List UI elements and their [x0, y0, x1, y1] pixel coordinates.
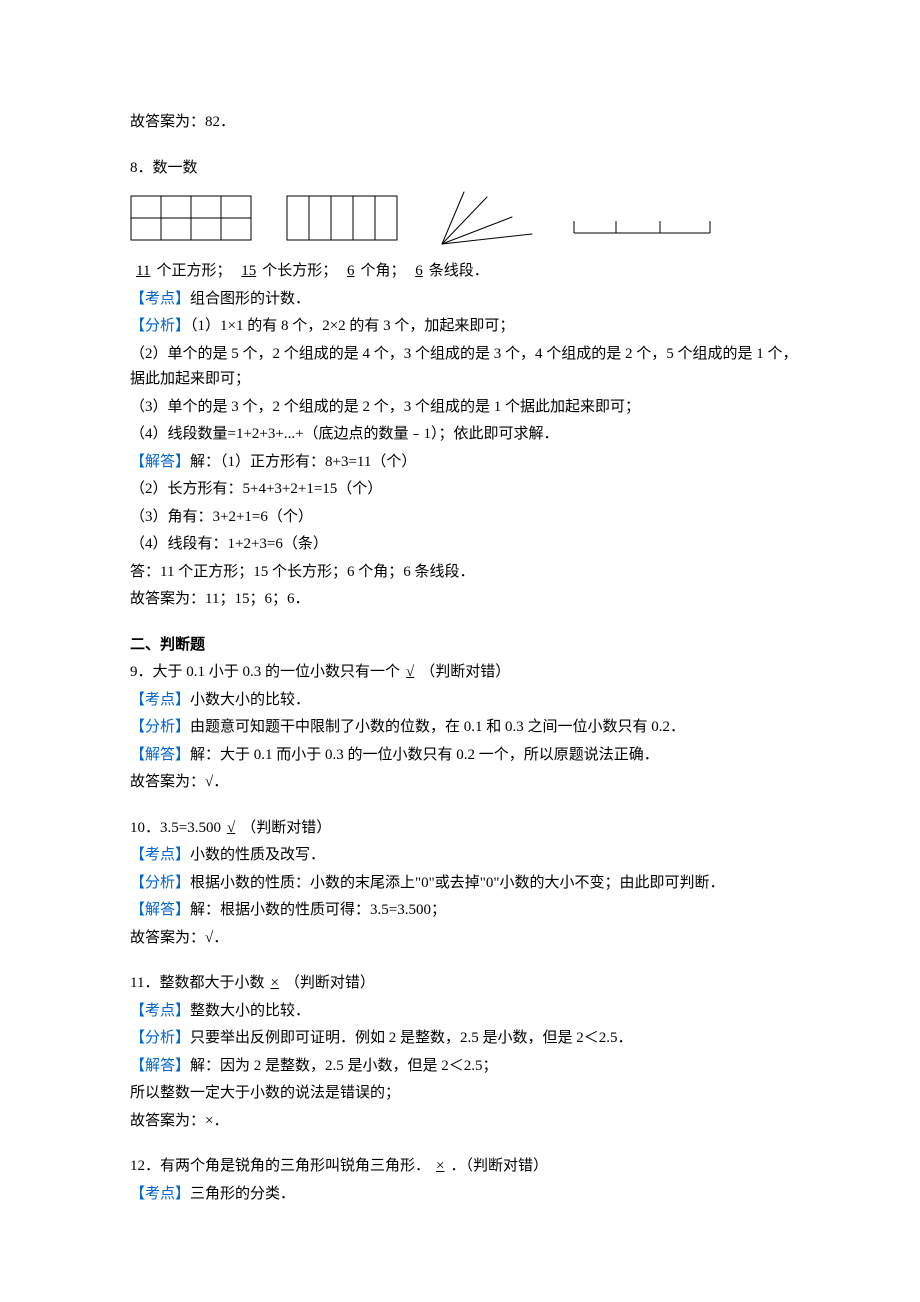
q9-jieda1: 解：大于 0.1 而小于 0.3 的一位小数只有 0.2 一个，所以原题说法正确…	[190, 747, 659, 763]
q10-kaodian-row: 【考点】小数的性质及改写．	[130, 843, 800, 869]
kaodian-label: 【考点】	[130, 1003, 190, 1019]
q9-fenxi-row: 【分析】由题意可知题干中限制了小数的位数，在 0.1 和 0.3 之间一位小数只…	[130, 715, 800, 741]
q11-kaodian-row: 【考点】整数大小的比较．	[130, 999, 800, 1025]
q8-fenxi4: （4）线段数量=1+2+3+...+（底边点的数量﹣1）；依此即可求解．	[130, 422, 800, 448]
figure-numberline	[572, 193, 712, 245]
q8-figures	[130, 189, 800, 249]
q10-fenxi-row: 【分析】根据小数的性质：小数的末尾添上"0"或去掉"0"小数的大小不变；由此即可…	[130, 871, 800, 897]
q11-fenxi: 只要举出反例即可证明．例如 2 是整数，2.5 是小数，但是 2＜2.5．	[190, 1030, 633, 1046]
q8-t2: 个长方形；	[262, 263, 337, 279]
q10-kaodian: 小数的性质及改写．	[190, 847, 325, 863]
q10-stem-b: （判断对错）	[241, 820, 331, 836]
q8-ans-3: 6	[341, 263, 361, 279]
kaodian-label: 【考点】	[130, 692, 190, 708]
q11-jieda-row: 【解答】解：因为 2 是整数，2.5 是小数，但是 2＜2.5；	[130, 1054, 800, 1080]
q8-ans-1: 11	[130, 263, 156, 279]
figure-grid-4x2	[130, 193, 256, 245]
q8-kaodian-row: 【考点】组合图形的计数．	[130, 287, 800, 313]
q9-stem: 9．大于 0.1 小于 0.3 的一位小数只有一个√（判断对错）	[130, 660, 800, 686]
q12-kaodian: 三角形的分类．	[190, 1186, 295, 1202]
q11-stem-b: （判断对错）	[285, 975, 375, 991]
jieda-label: 【解答】	[130, 747, 190, 763]
q10-jieda2: 故答案为：√．	[130, 926, 800, 952]
q8-jieda2: （3）角有：3+2+1=6（个）	[130, 505, 800, 531]
q10-stem: 10．3.5=3.500√（判断对错）	[130, 816, 800, 842]
q8-jieda0: 解：（1）正方形有：8+3=11（个）	[190, 454, 416, 470]
q8-kaodian: 组合图形的计数．	[190, 291, 310, 307]
q10-ans: √	[221, 820, 241, 836]
q8-fenxi1: （1）1×1 的有 8 个，2×2 的有 3 个，加起来即可；	[190, 318, 514, 334]
q10-jieda-row: 【解答】解：根据小数的性质可得：3.5=3.500；	[130, 898, 800, 924]
q8-fenxi-row: 【分析】（1）1×1 的有 8 个，2×2 的有 3 个，加起来即可；	[130, 314, 800, 340]
q10-jieda1: 解：根据小数的性质可得：3.5=3.500；	[190, 902, 446, 918]
q8-jieda3: （4）线段有：1+2+3=6（条）	[130, 532, 800, 558]
q10-fenxi: 根据小数的性质：小数的末尾添上"0"或去掉"0"小数的大小不变；由此即可判断．	[190, 875, 725, 891]
q9-ans: √	[400, 664, 420, 680]
q9-jieda2: 故答案为：√．	[130, 770, 800, 796]
q8-jieda5: 故答案为：11；15；6；6．	[130, 587, 800, 613]
q11-jieda3: 故答案为：×．	[130, 1109, 800, 1135]
q8-jieda4: 答：11 个正方形；15 个长方形；6 个角；6 条线段．	[130, 560, 800, 586]
q8-t4: 条线段．	[429, 263, 489, 279]
q12-kaodian-row: 【考点】三角形的分类．	[130, 1182, 800, 1208]
q9-stem-b: （判断对错）	[420, 664, 510, 680]
q11-stem-a: 11．整数都大于小数	[130, 975, 264, 991]
jieda-label: 【解答】	[130, 902, 190, 918]
kaodian-label: 【考点】	[130, 847, 190, 863]
fenxi-label: 【分析】	[130, 318, 190, 334]
figure-grid-5x1	[286, 193, 402, 245]
figure-angles	[432, 189, 542, 249]
q8-jieda-row: 【解答】解：（1）正方形有：8+3=11（个）	[130, 450, 800, 476]
jieda-label: 【解答】	[130, 1058, 190, 1074]
q9-kaodian: 小数大小的比较．	[190, 692, 310, 708]
kaodian-label: 【考点】	[130, 291, 190, 307]
q9-fenxi: 由题意可知题干中限制了小数的位数，在 0.1 和 0.3 之间一位小数只有 0.…	[190, 719, 685, 735]
q11-fenxi-row: 【分析】只要举出反例即可证明．例如 2 是整数，2.5 是小数，但是 2＜2.5…	[130, 1026, 800, 1052]
q8-blanks: 11个正方形； 15个长方形； 6个角； 6条线段．	[130, 259, 800, 285]
q8-t1: 个正方形；	[156, 263, 231, 279]
q10-stem-a: 10．3.5=3.500	[130, 820, 221, 836]
fenxi-label: 【分析】	[130, 1030, 190, 1046]
q8-t3: 个角；	[360, 263, 405, 279]
q12-stem-b: ．（判断对错）	[450, 1158, 548, 1174]
q8-fenxi3: （3）单个的是 3 个，2 个组成的是 2 个，3 个组成的是 1 个据此加起来…	[130, 395, 800, 421]
q9-kaodian-row: 【考点】小数大小的比较．	[130, 688, 800, 714]
jieda-label: 【解答】	[130, 454, 190, 470]
q12-stem: 12．有两个角是锐角的三角形叫锐角三角形．×．（判断对错）	[130, 1154, 800, 1180]
q11-jieda1: 解：因为 2 是整数，2.5 是小数，但是 2＜2.5；	[190, 1058, 498, 1074]
q12-stem-a: 12．有两个角是锐角的三角形叫锐角三角形．	[130, 1158, 430, 1174]
section-2-title: 二、判断题	[130, 633, 800, 659]
q8-ans-2: 15	[235, 263, 262, 279]
kaodian-label: 【考点】	[130, 1186, 190, 1202]
q12-ans: ×	[430, 1158, 450, 1174]
q11-ans: ×	[264, 975, 284, 991]
fenxi-label: 【分析】	[130, 875, 190, 891]
fenxi-label: 【分析】	[130, 719, 190, 735]
q8-fenxi2: （2）单个的是 5 个，2 个组成的是 4 个，3 个组成的是 3 个，4 个组…	[130, 342, 800, 393]
q11-kaodian: 整数大小的比较．	[190, 1003, 310, 1019]
q9-stem-a: 9．大于 0.1 小于 0.3 的一位小数只有一个	[130, 664, 400, 680]
q8-ans-4: 6	[409, 263, 429, 279]
q11-stem: 11．整数都大于小数×（判断对错）	[130, 971, 800, 997]
q8-title: 8．数一数	[130, 156, 800, 182]
q9-jieda-row: 【解答】解：大于 0.1 而小于 0.3 的一位小数只有 0.2 一个，所以原题…	[130, 743, 800, 769]
q11-jieda2: 所以整数一定大于小数的说法是错误的；	[130, 1081, 800, 1107]
intro-line: 故答案为：82．	[130, 110, 800, 136]
q8-jieda1: （2）长方形有：5+4+3+2+1=15（个）	[130, 477, 800, 503]
document-page: 故答案为：82． 8．数一数	[0, 0, 920, 1302]
